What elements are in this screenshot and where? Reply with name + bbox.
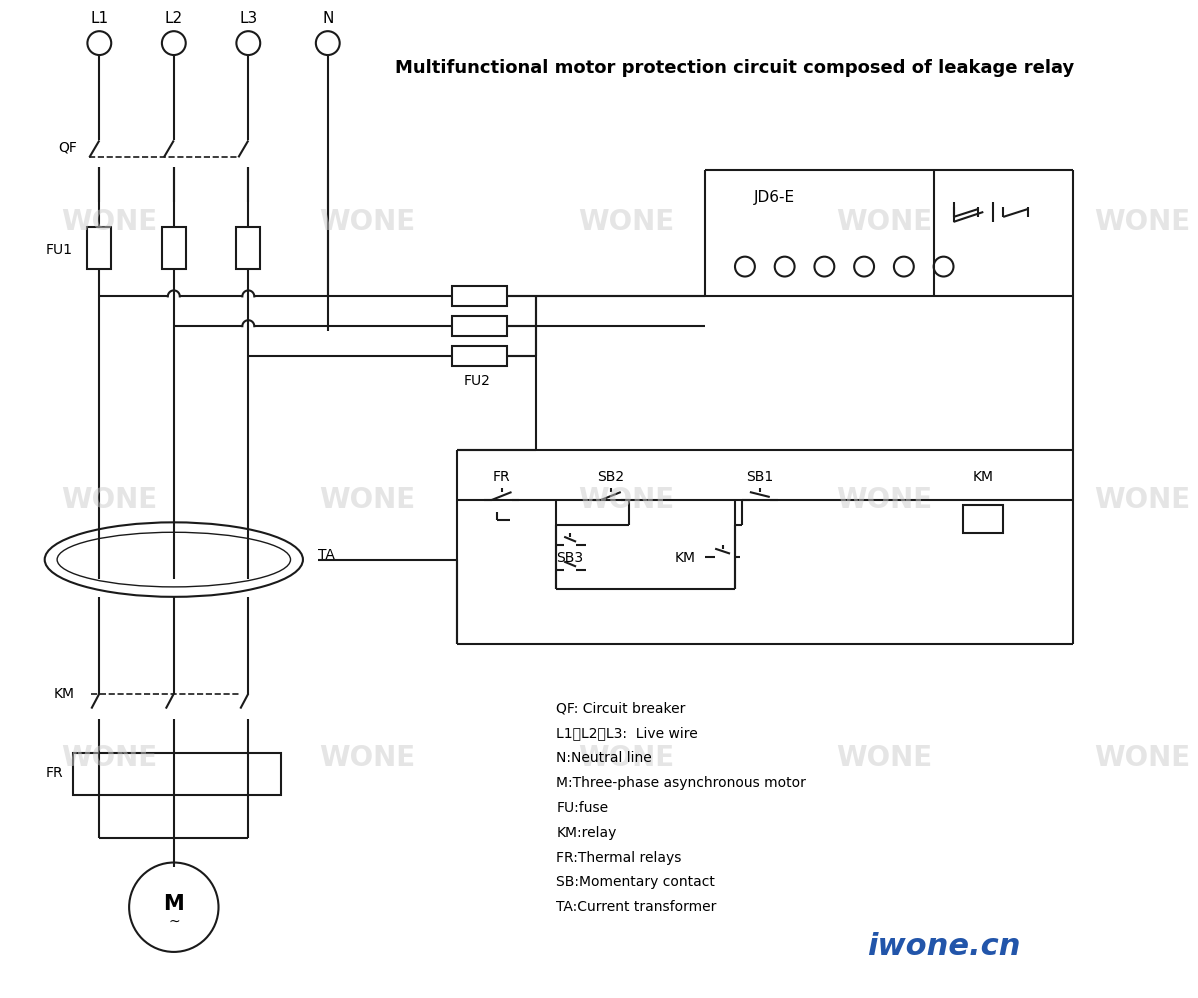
Text: WONE: WONE	[836, 745, 932, 772]
Text: L1、L2、L3:  Live wire: L1、L2、L3: Live wire	[556, 727, 698, 741]
Text: QF: QF	[58, 141, 77, 155]
Bar	[963, 505, 1003, 533]
Text: WONE: WONE	[577, 745, 673, 772]
Text: FR: FR	[492, 470, 510, 484]
Text: ~: ~	[168, 915, 180, 929]
Text: TA:Current transformer: TA:Current transformer	[556, 900, 716, 914]
Circle shape	[933, 256, 954, 276]
Text: WONE: WONE	[1094, 486, 1191, 514]
Text: WONE: WONE	[577, 208, 673, 236]
Text: JD6-E: JD6-E	[755, 190, 795, 205]
Bar	[452, 346, 507, 366]
Circle shape	[894, 256, 914, 276]
Text: TA: TA	[317, 548, 334, 562]
Text: WONE: WONE	[577, 486, 673, 514]
Text: KM:relay: KM:relay	[556, 825, 617, 839]
Text: SB3: SB3	[556, 551, 583, 565]
Bar	[452, 316, 507, 336]
Text: FU2: FU2	[464, 374, 490, 388]
Text: L3: L3	[240, 11, 258, 26]
Text: WONE: WONE	[1094, 208, 1191, 236]
Bar	[452, 286, 507, 306]
Circle shape	[316, 31, 340, 55]
Circle shape	[775, 256, 794, 276]
Text: SB2: SB2	[598, 470, 624, 484]
Text: WONE: WONE	[320, 486, 416, 514]
Bar	[87, 227, 111, 268]
Text: KM: KM	[973, 470, 994, 484]
Text: FR: FR	[46, 766, 63, 780]
Text: SB1: SB1	[746, 470, 774, 484]
Circle shape	[87, 31, 111, 55]
Text: N: N	[322, 11, 333, 26]
Circle shape	[129, 862, 218, 952]
Bar	[162, 227, 186, 268]
Circle shape	[162, 31, 186, 55]
Text: L2: L2	[165, 11, 183, 26]
Circle shape	[736, 256, 755, 276]
Text: FU:fuse: FU:fuse	[556, 801, 609, 815]
Text: FR:Thermal relays: FR:Thermal relays	[556, 850, 682, 864]
Circle shape	[854, 256, 875, 276]
Text: QF: Circuit breaker: QF: Circuit breaker	[556, 702, 685, 716]
Text: WONE: WONE	[61, 208, 157, 236]
Text: WONE: WONE	[1094, 745, 1191, 772]
Text: WONE: WONE	[61, 745, 157, 772]
Text: M:Three-phase asynchronous motor: M:Three-phase asynchronous motor	[556, 776, 806, 790]
Text: M: M	[163, 894, 184, 914]
Text: KM: KM	[674, 551, 696, 565]
Text: FU1: FU1	[46, 243, 73, 256]
Circle shape	[815, 256, 834, 276]
Text: WONE: WONE	[320, 745, 416, 772]
Text: N:Neutral line: N:Neutral line	[556, 751, 652, 765]
Text: KM: KM	[54, 687, 75, 701]
Bar	[236, 227, 260, 268]
Text: WONE: WONE	[836, 486, 932, 514]
Text: WONE: WONE	[320, 208, 416, 236]
Text: WONE: WONE	[61, 486, 157, 514]
Text: Multifunctional motor protection circuit composed of leakage relay: Multifunctional motor protection circuit…	[395, 59, 1075, 77]
Text: SB:Momentary contact: SB:Momentary contact	[556, 875, 715, 889]
Text: L1: L1	[90, 11, 108, 26]
Text: iwone.cn: iwone.cn	[867, 932, 1021, 961]
Text: WONE: WONE	[836, 208, 932, 236]
Bar	[73, 753, 282, 795]
Circle shape	[236, 31, 260, 55]
